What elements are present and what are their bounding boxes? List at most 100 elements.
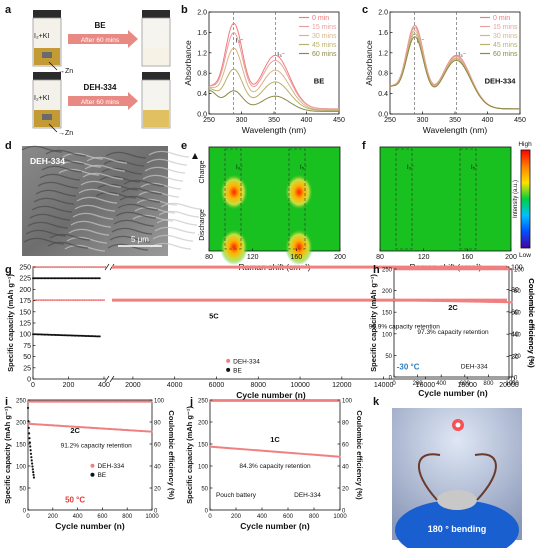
wires xyxy=(418,453,497,501)
x-tick-label: 120 xyxy=(247,254,259,261)
y-tick-label: 0 xyxy=(23,509,27,515)
be-ce-point xyxy=(47,333,50,336)
ce-point xyxy=(252,399,255,402)
ce-point xyxy=(67,266,70,269)
zn-label: →Zn xyxy=(58,130,73,137)
sem-texture xyxy=(80,180,122,188)
be-capacity-point xyxy=(88,277,91,280)
capacity-point xyxy=(28,437,31,440)
x-tick-label: 450 xyxy=(333,117,345,124)
be-ce-point xyxy=(94,335,97,338)
plot-frame xyxy=(27,399,153,511)
y2-tick-label: 100 xyxy=(514,268,525,274)
x-tick-label: 400 xyxy=(73,514,84,520)
y-tick-label: 200 xyxy=(382,289,393,295)
be-ce-point xyxy=(37,333,40,336)
ce-point xyxy=(241,399,244,402)
rate-label: 5C xyxy=(209,312,219,321)
sem-texture xyxy=(66,236,108,244)
y2-tick-label: 80 xyxy=(154,421,161,427)
x-tick-label: 200 xyxy=(48,514,59,520)
x-tick-label: 0 xyxy=(26,514,30,520)
colorbar-high: High xyxy=(518,141,532,148)
sem-texture xyxy=(82,172,124,180)
x-tick-label: 350 xyxy=(268,117,280,124)
zinc-foil xyxy=(42,114,52,120)
sem-texture xyxy=(64,244,106,252)
ce-point xyxy=(277,399,280,402)
peak-label: I₃⁻ xyxy=(277,52,285,59)
legend-entry: DEH-334 xyxy=(97,463,124,470)
sem-texture xyxy=(136,198,178,206)
legend-entry: 0 min xyxy=(493,15,510,22)
sem-texture xyxy=(113,219,155,227)
ce-point xyxy=(72,266,75,269)
sem-texture xyxy=(84,164,126,172)
y2-tick-label: 0 xyxy=(342,509,346,515)
ce-point xyxy=(65,266,68,269)
y-tick-label: 50 xyxy=(201,487,208,493)
y-tick-label: 2.0 xyxy=(378,10,388,17)
be-capacity-point xyxy=(97,277,100,280)
capacity-point xyxy=(74,299,77,302)
ce-point xyxy=(260,399,263,402)
ce-point xyxy=(60,266,63,269)
be-capacity-point xyxy=(98,277,101,280)
capacity-point xyxy=(81,299,84,302)
x-tick-label: 120 xyxy=(418,254,430,261)
x-tick-label: 4000 xyxy=(167,382,183,389)
be-capacity-point xyxy=(54,277,57,280)
legend-entry: 30 mins xyxy=(493,33,518,40)
ce-point xyxy=(293,399,296,402)
panel-letter-k: k xyxy=(373,396,380,408)
be-ce-point xyxy=(88,335,91,338)
be-ce-point xyxy=(71,334,74,337)
ce-point xyxy=(290,399,293,402)
be-capacity-point xyxy=(87,277,90,280)
y-tick-label: 25 xyxy=(23,365,31,372)
y-tick-label: 125 xyxy=(19,321,31,328)
temperature-label: -30 °C xyxy=(397,362,420,371)
ce-point xyxy=(307,399,310,402)
be-ce-point xyxy=(56,334,59,337)
retention-label: 91.2% capacity retention xyxy=(61,442,133,449)
y-axis-label: Specific capacity (mAh g⁻¹) xyxy=(6,274,15,372)
sem-texture xyxy=(95,191,137,199)
vial-cap xyxy=(142,10,170,18)
panel-letter-b: b xyxy=(181,4,188,16)
y-tick-label: 0 xyxy=(389,376,393,382)
capacity-point xyxy=(53,299,56,302)
capacity-point xyxy=(40,299,43,302)
ce-point xyxy=(49,266,52,269)
capacity-point xyxy=(29,445,32,448)
y2-axis-label: Coulombic efficiency (%) xyxy=(527,278,536,368)
capacity-point xyxy=(51,299,54,302)
vial-cap xyxy=(142,72,170,80)
series-line-60-mins xyxy=(208,90,339,112)
capacity-point xyxy=(76,299,79,302)
be-ce-point xyxy=(98,335,101,338)
capacity-point xyxy=(62,299,65,302)
x-tick-label: 1000 xyxy=(333,514,347,520)
sem-texture xyxy=(76,196,118,204)
capacity-point xyxy=(150,430,153,433)
band-box xyxy=(288,148,306,250)
sem-texture xyxy=(41,165,83,173)
capacity-point xyxy=(26,406,30,410)
zinc-foil xyxy=(42,52,52,58)
capacity-point xyxy=(90,299,93,302)
y-tick-label: 1.2 xyxy=(378,50,388,57)
ce-point xyxy=(305,399,308,402)
sem-texture xyxy=(119,195,161,203)
x-axis-label: Cycle number (n) xyxy=(55,521,125,531)
be-capacity-point xyxy=(34,277,37,280)
y-tick-label: 100 xyxy=(19,332,31,339)
y-tick-label: 200 xyxy=(16,421,27,427)
sem-texture xyxy=(47,241,89,249)
arrow-text: After 60 mins xyxy=(81,99,120,106)
band-box xyxy=(459,148,477,250)
sem-texture xyxy=(70,220,112,228)
sem-texture xyxy=(68,228,110,236)
be-ce-point xyxy=(91,335,94,338)
vial-title: BE xyxy=(94,21,106,30)
